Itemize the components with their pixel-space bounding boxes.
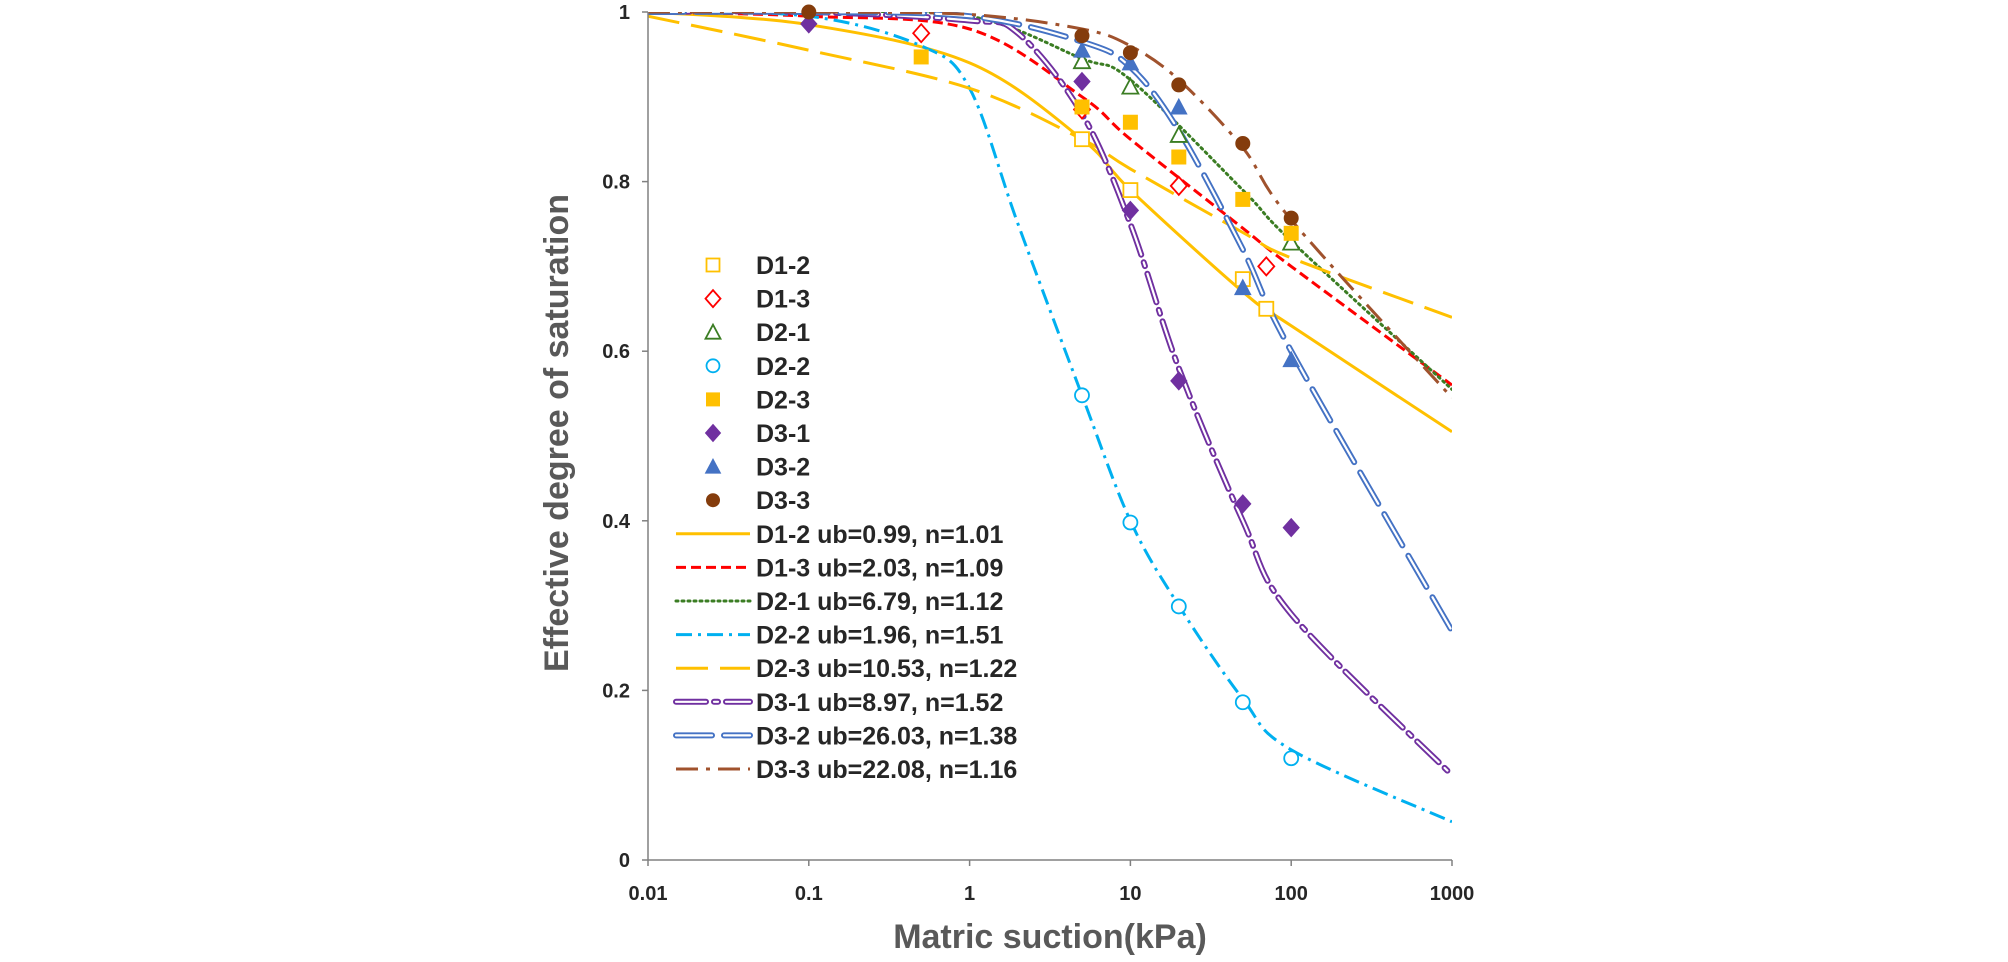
legend-label: D1-2 — [756, 252, 810, 280]
x-axis-title: Matric suction(kPa) — [893, 918, 1207, 956]
point-d3-3 — [1171, 77, 1187, 93]
point-d3-3 — [1074, 28, 1090, 44]
y-tick-label: 0.4 — [602, 511, 631, 533]
point-d1-2 — [1122, 182, 1139, 198]
axes — [647, 12, 1452, 861]
legend-label: D2-2 ub=1.96, n=1.51 — [756, 622, 1003, 650]
y-tick-label: 0.6 — [602, 341, 630, 363]
point-d3-3 — [1283, 210, 1299, 226]
legend-label: D3-1 ub=8.97, n=1.52 — [756, 689, 1003, 717]
point-d3-2 — [1282, 350, 1301, 368]
legend-label: D2-2 — [756, 353, 810, 381]
point-d3-2 — [1233, 278, 1252, 296]
legend-marker-d2-3 — [706, 392, 720, 407]
tick-labels: 0.01 0.1 1 10 100 1000 0 0.2 0.4 0.6 0.8 1 — [602, 2, 1474, 905]
point-d3-1 — [1234, 494, 1252, 514]
legend-marker-d1-3 — [704, 288, 722, 309]
point-d3-2 — [1121, 53, 1140, 71]
point-d2-3 — [1074, 99, 1090, 115]
fit-curve-d3-1-inner — [648, 12, 1452, 777]
legend-label: D1-3 ub=2.03, n=1.09 — [756, 554, 1003, 582]
point-d2-2 — [1234, 694, 1251, 711]
legend-label: D3-3 — [756, 487, 810, 515]
y-axis-title: Effective degree of saturation — [538, 194, 576, 672]
legend-label: D3-3 ub=22.08, n=1.16 — [756, 756, 1017, 784]
legend: D1-2 D1-3 D2-1 D2-2 D2-3 D3-1 D3-2 D3-3 D1-2 ub=… — [673, 252, 1017, 784]
point-d2-1 — [1120, 76, 1140, 95]
point-d2-2 — [1170, 598, 1187, 615]
point-d3-3 — [1235, 135, 1251, 151]
x-tick-label: 0.1 — [795, 883, 823, 905]
y-tick-label: 0 — [619, 850, 630, 872]
point-d2-1 — [1169, 125, 1189, 143]
data-markers — [800, 4, 1301, 767]
point-d2-1 — [1281, 232, 1301, 251]
point-d3-2 — [1073, 41, 1091, 58]
legend-label: D2-3 ub=10.53, n=1.22 — [756, 655, 1017, 683]
point-d3-1 — [1073, 71, 1091, 92]
x-tick-label: 10 — [1119, 883, 1141, 905]
x-tick-label: 1000 — [1430, 883, 1475, 905]
point-d3-2 — [1169, 97, 1188, 115]
point-d2-2 — [1283, 750, 1300, 767]
y-tick-label: 0.8 — [602, 172, 630, 194]
point-d1-2 — [1074, 131, 1090, 148]
point-d1-3 — [1257, 256, 1276, 277]
legend-label: D3-2 — [756, 454, 810, 482]
x-tick-label: 0.01 — [629, 883, 668, 905]
point-d3-1 — [1121, 200, 1140, 221]
legend-label: D2-1 — [756, 319, 810, 347]
legend-label: D1-2 ub=0.99, n=1.01 — [756, 521, 1003, 549]
legend-label: D3-2 ub=26.03, n=1.38 — [756, 722, 1017, 750]
legend-marker-d3-2 — [704, 458, 722, 474]
point-d2-3 — [1122, 114, 1138, 130]
point-d3-1 — [1282, 517, 1300, 538]
x-tick-label: 1 — [964, 883, 975, 905]
point-d2-3 — [1283, 225, 1299, 241]
y-tick-label: 0.2 — [602, 680, 630, 702]
point-d2-3 — [913, 49, 929, 65]
point-d2-3 — [1171, 149, 1187, 165]
legend-marker-d1-2 — [705, 257, 721, 273]
legend-marker-d3-1 — [704, 423, 722, 443]
point-d2-1 — [1072, 51, 1092, 70]
point-d3-3 — [1122, 45, 1138, 61]
point-d2-2 — [1074, 387, 1090, 404]
point-d2-3 — [1235, 191, 1251, 207]
point-d1-2 — [1258, 300, 1275, 317]
legend-marker-d2-2 — [705, 358, 721, 374]
legend-label: D1-3 — [756, 286, 810, 314]
legend-label: D2-1 ub=6.79, n=1.12 — [756, 588, 1003, 616]
y-tick-label: 1 — [619, 2, 630, 24]
point-d1-3 — [911, 22, 931, 44]
legend-label: D3-1 — [756, 420, 810, 448]
point-d1-3 — [1169, 175, 1189, 197]
legend-label: D2-3 — [756, 386, 810, 414]
point-d3-3 — [801, 4, 817, 20]
legend-marker-d3-3 — [706, 493, 720, 508]
fit-curve-d2-2 — [648, 12, 1452, 824]
point-d3-1 — [1170, 371, 1188, 391]
point-d3-1 — [800, 14, 818, 34]
legend-marker-d2-1 — [703, 322, 723, 340]
point-d2-2 — [1122, 514, 1139, 531]
x-tick-label: 100 — [1275, 883, 1308, 905]
